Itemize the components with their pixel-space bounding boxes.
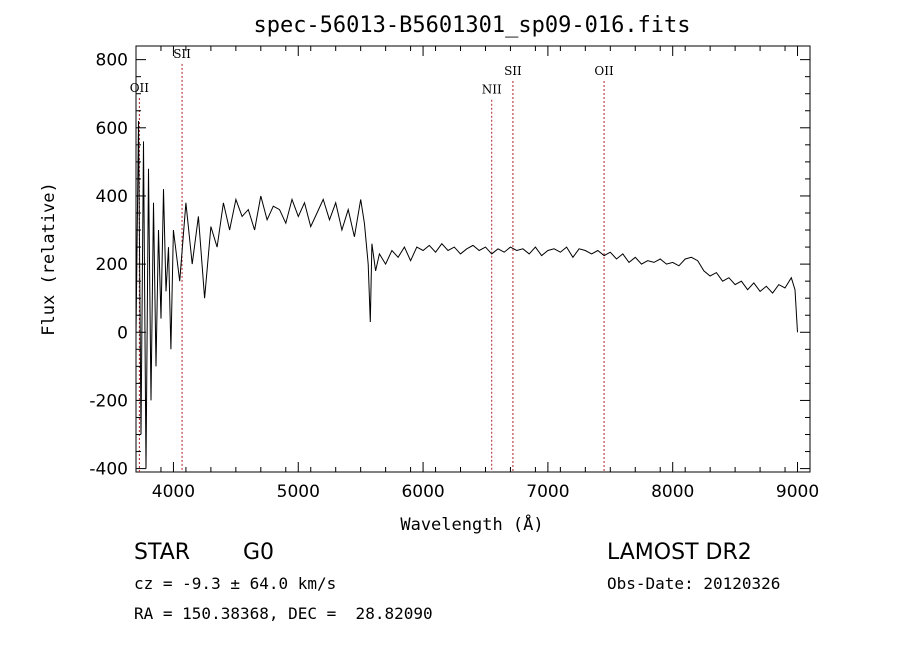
x-axis-label: Wavelength (Å)	[400, 513, 543, 535]
x-tick-label: 8000	[651, 482, 694, 502]
x-tick-label: 9000	[776, 482, 819, 502]
y-tick-label: 200	[96, 255, 128, 275]
y-tick-label: -400	[89, 460, 128, 480]
coordinates-text: RA = 150.38368, DEC = 28.82090	[134, 604, 433, 623]
emission-line-label: OII	[130, 81, 150, 95]
redshift-text: cz = -9.3 ± 64.0 km/s	[134, 574, 337, 593]
chart-title: spec-56013-B5601301_sp09-016.fits	[253, 13, 690, 38]
plot-frame	[135, 45, 811, 473]
y-tick-label: 600	[96, 119, 128, 139]
obs-date-text: Obs-Date: 20120326	[607, 574, 781, 593]
spectral-subclass: G0	[243, 540, 275, 565]
y-tick-label: 0	[117, 323, 128, 343]
y-axis-label: Flux (relative)	[39, 182, 59, 336]
survey-name: LAMOST DR2	[607, 540, 752, 565]
spectrum-line	[135, 120, 798, 469]
object-class: STAR	[134, 540, 191, 565]
x-tick-label: 7000	[526, 482, 569, 502]
emission-line-label: NII	[482, 83, 502, 97]
emission-line-label: OII	[594, 64, 614, 78]
x-tick-label: 5000	[277, 482, 320, 502]
y-tick-label: 400	[96, 187, 128, 207]
emission-line-label: SII	[504, 64, 522, 78]
y-tick-label: -200	[89, 391, 128, 411]
y-tick-label: 800	[96, 51, 128, 71]
x-tick-label: 4000	[152, 482, 195, 502]
axis-ticks: 4000 5000 6000 7000 8000 9000 -400 -200 0 200 400 6…	[89, 46, 819, 502]
x-tick-label: 6000	[401, 482, 444, 502]
emission-line-label: SII	[173, 47, 191, 61]
